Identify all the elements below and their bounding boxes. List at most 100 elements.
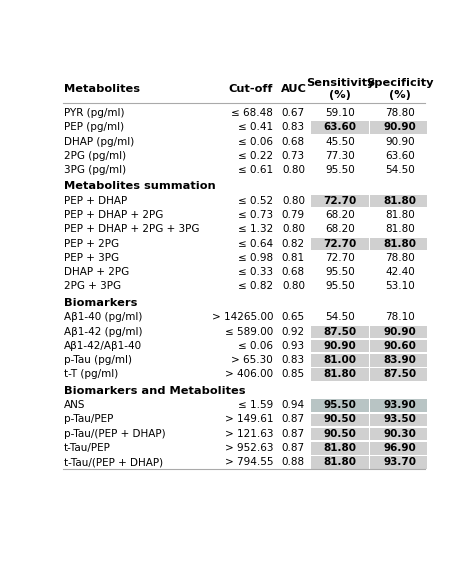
Text: PEP + 3PG: PEP + 3PG bbox=[64, 253, 119, 263]
Text: > 952.63: > 952.63 bbox=[225, 443, 273, 453]
Text: ≤ 0.22: ≤ 0.22 bbox=[238, 151, 273, 161]
Text: Sensitivity
(%): Sensitivity (%) bbox=[306, 79, 374, 100]
Text: t-T (pg/ml): t-T (pg/ml) bbox=[64, 369, 118, 379]
Text: PEP + 2PG: PEP + 2PG bbox=[64, 239, 119, 249]
Text: Biomarkers and Metabolites: Biomarkers and Metabolites bbox=[64, 386, 246, 396]
Text: 0.68: 0.68 bbox=[282, 267, 305, 277]
Text: 96.90: 96.90 bbox=[383, 443, 416, 453]
Text: ≤ 589.00: ≤ 589.00 bbox=[225, 326, 273, 336]
Text: 0.87: 0.87 bbox=[282, 414, 305, 424]
Text: 0.81: 0.81 bbox=[282, 253, 305, 263]
Text: t-Tau/PEP: t-Tau/PEP bbox=[64, 443, 111, 453]
Text: 2PG (pg/ml): 2PG (pg/ml) bbox=[64, 151, 126, 161]
Text: 54.50: 54.50 bbox=[385, 165, 415, 175]
Text: 93.90: 93.90 bbox=[383, 400, 416, 410]
Bar bbox=[311, 354, 369, 367]
Bar bbox=[370, 354, 429, 367]
Text: PYR (pg/ml): PYR (pg/ml) bbox=[64, 108, 125, 118]
Text: 81.00: 81.00 bbox=[324, 355, 357, 365]
Bar bbox=[370, 326, 429, 338]
Bar bbox=[311, 195, 369, 207]
Text: 95.50: 95.50 bbox=[324, 400, 357, 410]
Text: Biomarkers: Biomarkers bbox=[64, 298, 137, 308]
Text: PEP + DHAP: PEP + DHAP bbox=[64, 196, 128, 206]
Text: Aβ1-42 (pg/ml): Aβ1-42 (pg/ml) bbox=[64, 326, 143, 336]
Text: 0.80: 0.80 bbox=[282, 165, 305, 175]
Text: DHAP + 2PG: DHAP + 2PG bbox=[64, 267, 129, 277]
Text: 68.20: 68.20 bbox=[325, 224, 355, 234]
Text: 0.92: 0.92 bbox=[282, 326, 305, 336]
Text: Aβ1-40 (pg/ml): Aβ1-40 (pg/ml) bbox=[64, 312, 142, 322]
Text: t-Tau/(PEP + DHAP): t-Tau/(PEP + DHAP) bbox=[64, 457, 163, 467]
Text: ≤ 0.41: ≤ 0.41 bbox=[238, 122, 273, 132]
Bar bbox=[311, 399, 369, 412]
Bar bbox=[311, 122, 369, 134]
Text: Metabolites: Metabolites bbox=[64, 84, 140, 94]
Text: 3PG (pg/ml): 3PG (pg/ml) bbox=[64, 165, 126, 175]
Text: 0.80: 0.80 bbox=[282, 196, 305, 206]
Text: 78.80: 78.80 bbox=[385, 108, 415, 118]
Text: 0.80: 0.80 bbox=[282, 281, 305, 291]
Text: 54.50: 54.50 bbox=[325, 312, 355, 322]
Bar bbox=[311, 442, 369, 454]
Text: 90.90: 90.90 bbox=[385, 137, 415, 147]
Text: 95.50: 95.50 bbox=[325, 165, 355, 175]
Text: 0.67: 0.67 bbox=[282, 108, 305, 118]
Text: ≤ 0.52: ≤ 0.52 bbox=[238, 196, 273, 206]
Text: 81.80: 81.80 bbox=[383, 239, 417, 249]
Text: > 14265.00: > 14265.00 bbox=[211, 312, 273, 322]
Text: ≤ 0.73: ≤ 0.73 bbox=[238, 210, 273, 220]
Text: 0.93: 0.93 bbox=[282, 341, 305, 351]
Text: ≤ 0.33: ≤ 0.33 bbox=[238, 267, 273, 277]
Text: 90.50: 90.50 bbox=[324, 414, 357, 424]
Bar bbox=[311, 238, 369, 250]
Text: 90.90: 90.90 bbox=[324, 341, 356, 351]
Bar bbox=[370, 195, 429, 207]
Bar bbox=[370, 122, 429, 134]
Text: > 65.30: > 65.30 bbox=[231, 355, 273, 365]
Text: 90.60: 90.60 bbox=[383, 341, 416, 351]
Text: p-Tau/(PEP + DHAP): p-Tau/(PEP + DHAP) bbox=[64, 429, 165, 438]
Text: ≤ 0.06: ≤ 0.06 bbox=[238, 137, 273, 147]
Text: 90.30: 90.30 bbox=[383, 429, 416, 438]
Text: PEP + DHAP + 2PG + 3PG: PEP + DHAP + 2PG + 3PG bbox=[64, 224, 200, 234]
Text: 87.50: 87.50 bbox=[324, 326, 357, 336]
Text: ≤ 0.64: ≤ 0.64 bbox=[238, 239, 273, 249]
Text: 81.80: 81.80 bbox=[324, 443, 357, 453]
Text: p-Tau (pg/ml): p-Tau (pg/ml) bbox=[64, 355, 132, 365]
Text: > 406.00: > 406.00 bbox=[225, 369, 273, 379]
Text: DHAP (pg/ml): DHAP (pg/ml) bbox=[64, 137, 134, 147]
Text: ≤ 0.98: ≤ 0.98 bbox=[238, 253, 273, 263]
Text: 83.90: 83.90 bbox=[383, 355, 416, 365]
Text: ≤ 1.59: ≤ 1.59 bbox=[238, 400, 273, 410]
Text: p-Tau/PEP: p-Tau/PEP bbox=[64, 414, 113, 424]
Text: 95.50: 95.50 bbox=[325, 281, 355, 291]
Bar bbox=[311, 456, 369, 469]
Text: 0.79: 0.79 bbox=[282, 210, 305, 220]
Text: 0.87: 0.87 bbox=[282, 429, 305, 438]
Text: Aβ1-42/Aβ1-40: Aβ1-42/Aβ1-40 bbox=[64, 341, 142, 351]
Text: 95.50: 95.50 bbox=[325, 267, 355, 277]
Text: 0.80: 0.80 bbox=[282, 224, 305, 234]
Text: ≤ 0.82: ≤ 0.82 bbox=[238, 281, 273, 291]
Text: 2PG + 3PG: 2PG + 3PG bbox=[64, 281, 121, 291]
Text: > 794.55: > 794.55 bbox=[225, 457, 273, 467]
Bar bbox=[370, 413, 429, 426]
Text: 45.50: 45.50 bbox=[325, 137, 355, 147]
Text: 81.80: 81.80 bbox=[385, 210, 415, 220]
Text: PEP (pg/ml): PEP (pg/ml) bbox=[64, 122, 124, 132]
Text: 81.80: 81.80 bbox=[383, 196, 417, 206]
Bar bbox=[311, 340, 369, 352]
Text: 87.50: 87.50 bbox=[383, 369, 417, 379]
Text: 0.68: 0.68 bbox=[282, 137, 305, 147]
Text: 0.85: 0.85 bbox=[282, 369, 305, 379]
Text: 72.70: 72.70 bbox=[324, 196, 357, 206]
Bar bbox=[311, 428, 369, 440]
Text: 0.83: 0.83 bbox=[282, 355, 305, 365]
Bar bbox=[370, 368, 429, 381]
Text: 90.50: 90.50 bbox=[324, 429, 357, 438]
Text: 53.10: 53.10 bbox=[385, 281, 415, 291]
Text: Specificity
(%): Specificity (%) bbox=[366, 79, 434, 100]
Text: 42.40: 42.40 bbox=[385, 267, 415, 277]
Text: 0.73: 0.73 bbox=[282, 151, 305, 161]
